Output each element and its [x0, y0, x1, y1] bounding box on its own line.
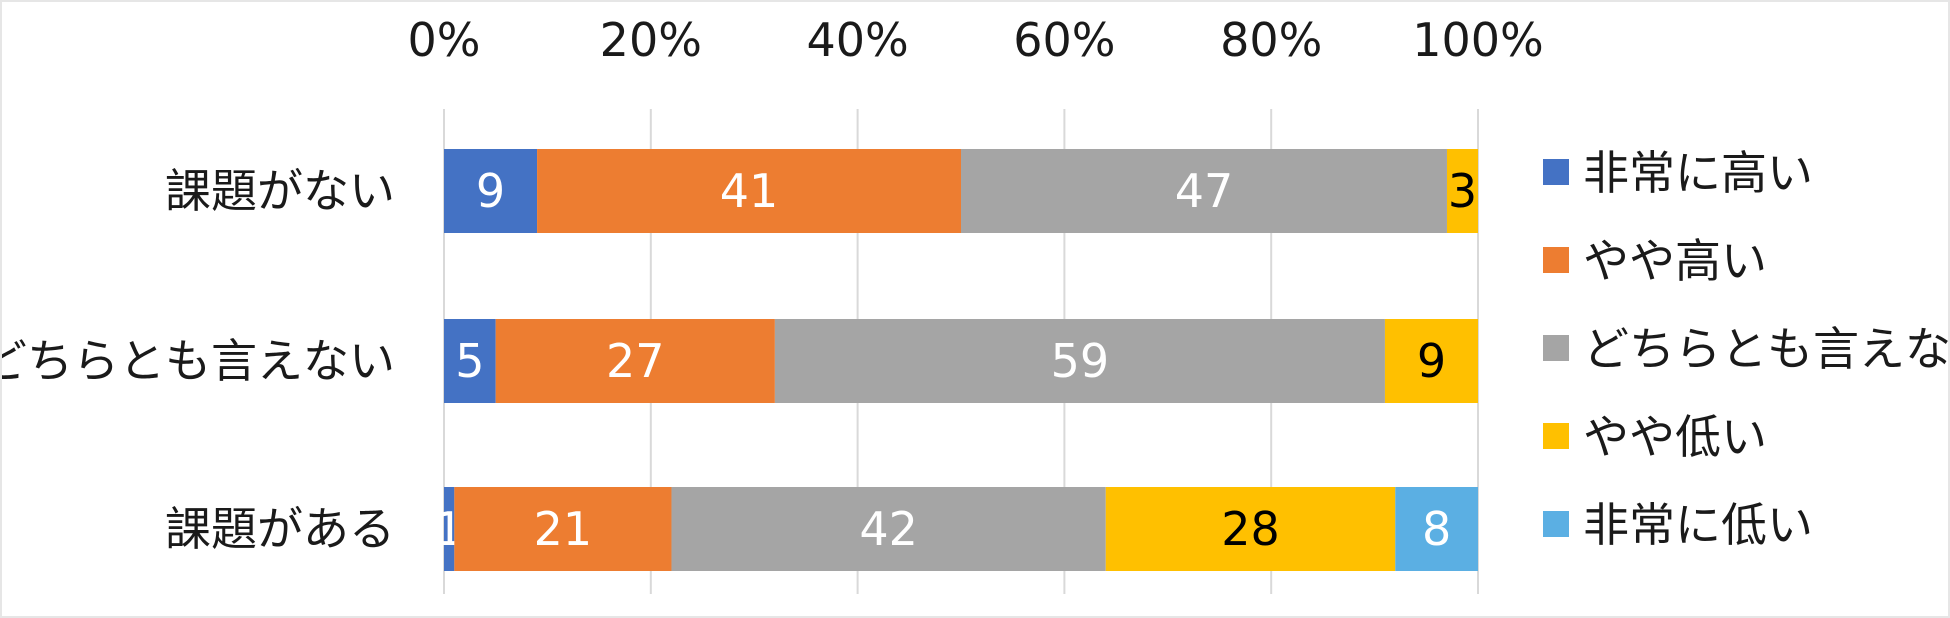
bar-segment	[495, 319, 775, 403]
bar-segment	[1384, 319, 1478, 403]
bar-segment	[1446, 149, 1478, 233]
legend-label: やや高い	[1583, 234, 1767, 288]
bar-segment	[961, 149, 1447, 233]
bar-segment	[444, 149, 538, 233]
legend-swatch	[1543, 159, 1569, 185]
bar-segment	[1105, 487, 1396, 571]
legend-swatch	[1543, 335, 1569, 361]
data-label: 59	[1051, 334, 1110, 388]
legend-label: やや低い	[1583, 410, 1767, 464]
bars: 9 41 47 35 27 59 91 21 42 28 8	[435, 149, 1478, 571]
data-label: 27	[606, 334, 665, 388]
x-tick-label: 40%	[806, 13, 908, 67]
legend-label: 非常に高い	[1583, 146, 1813, 200]
data-label: 9	[476, 164, 505, 218]
data-label: 9	[1417, 334, 1446, 388]
legend: 非常に高いやや高いどちらとも言えないやや低い非常に低い	[1543, 146, 1948, 552]
bar-segment	[774, 319, 1385, 403]
x-tick-label: 0%	[408, 13, 481, 67]
legend-label: どちらとも言えない	[1583, 322, 1948, 376]
legend-swatch	[1543, 247, 1569, 273]
category-label: 課題がある	[165, 502, 395, 556]
bar-segment	[444, 487, 455, 571]
data-label: 47	[1175, 164, 1234, 218]
bar-segment	[1395, 487, 1478, 571]
bar-segment	[444, 319, 496, 403]
x-axis-ticks: 0% 20% 40% 60% 80% 100%	[408, 13, 1544, 67]
data-label: 41	[720, 164, 779, 218]
category-label: どちらとも言えない	[2, 334, 395, 388]
data-label: 21	[534, 502, 593, 556]
x-tick-label: 100%	[1412, 13, 1544, 67]
x-tick-label: 80%	[1220, 13, 1322, 67]
data-label: 42	[859, 502, 918, 556]
bar-segment	[454, 487, 672, 571]
data-label: 28	[1221, 502, 1280, 556]
data-label: 5	[455, 334, 484, 388]
x-tick-label: 60%	[1013, 13, 1115, 67]
bar-segment	[537, 149, 961, 233]
category-label: 課題がない	[165, 164, 395, 218]
legend-label: 非常に低い	[1583, 498, 1813, 552]
x-tick-label: 20%	[600, 13, 702, 67]
data-label: 3	[1448, 164, 1477, 218]
legend-swatch	[1543, 511, 1569, 537]
data-label: 8	[1422, 502, 1451, 556]
legend-swatch	[1543, 423, 1569, 449]
bar-segment	[671, 487, 1106, 571]
